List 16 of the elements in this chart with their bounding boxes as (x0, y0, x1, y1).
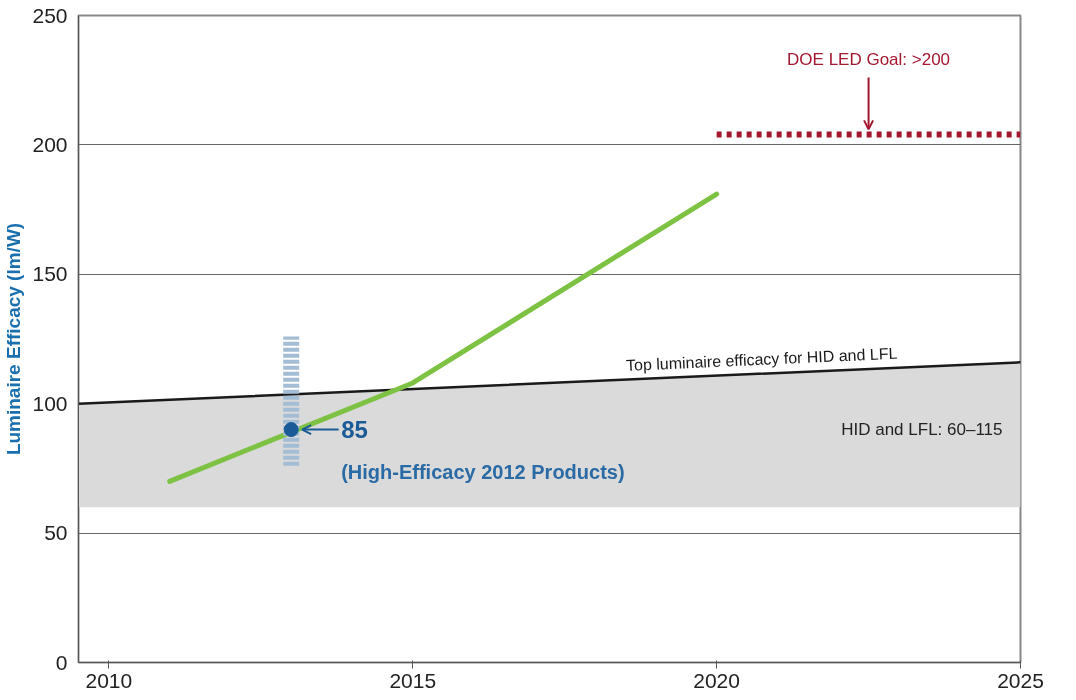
y-tick-label: 0 (55, 650, 68, 674)
y-tick-label: 200 (32, 132, 68, 156)
y-tick-label: 150 (32, 262, 68, 286)
series-label: Top luminaire efficacy for HID and LFL (625, 344, 898, 374)
annotation: 85 (341, 416, 368, 444)
y-axis-title: Luminaire Efficacy (lm/W) (3, 222, 25, 456)
y-tick-label: 100 (32, 391, 68, 415)
y-tick-label: 250 (32, 3, 68, 27)
annotation: (High-Efficacy 2012 Products) (341, 460, 625, 483)
annotation: HID and LFL: 60–115 (841, 420, 1003, 440)
y-tick-label: 50 (44, 521, 68, 545)
annotation: DOE LED Goal: >200 (787, 50, 951, 70)
x-tick-label: 2015 (389, 668, 437, 692)
x-tick-label: 2020 (693, 668, 740, 692)
x-tick-label: 2010 (85, 668, 133, 692)
x-tick-label: 2025 (997, 668, 1044, 692)
